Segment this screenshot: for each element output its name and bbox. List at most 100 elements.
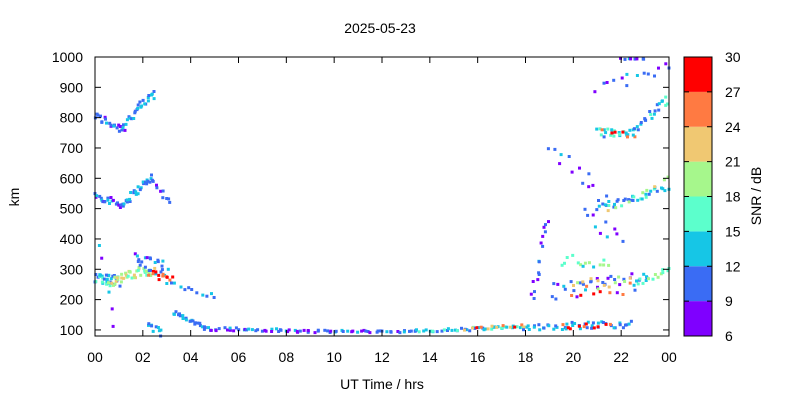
plot-frame <box>94 56 670 337</box>
data-point <box>605 81 609 84</box>
data-point <box>161 274 165 278</box>
chart-title: 2025-05-23 <box>344 20 416 36</box>
data-point <box>111 274 115 278</box>
data-point <box>661 271 665 275</box>
data-point <box>160 268 164 272</box>
data-point <box>631 199 635 202</box>
data-point <box>145 182 149 186</box>
data-point <box>351 329 355 333</box>
data-point <box>627 322 631 326</box>
data-point <box>589 279 593 283</box>
x-tick-label: 02 <box>135 349 151 365</box>
data-point <box>597 204 601 208</box>
data-point <box>513 325 517 329</box>
data-point <box>431 329 435 333</box>
data-point <box>664 95 668 99</box>
data-point <box>286 330 290 334</box>
data-point <box>96 275 100 279</box>
data-point <box>508 325 512 329</box>
data-point <box>159 328 163 332</box>
data-point <box>100 280 104 284</box>
data-point <box>217 327 221 331</box>
data-point <box>486 327 490 331</box>
data-point <box>641 57 645 61</box>
data-point <box>605 235 609 239</box>
y-tick-label: 600 <box>60 170 84 186</box>
data-point <box>602 81 606 85</box>
data-point <box>597 199 600 202</box>
data-point <box>543 230 547 234</box>
x-tick-label: 08 <box>279 349 295 365</box>
data-point <box>477 326 481 330</box>
data-point <box>595 127 599 131</box>
data-point <box>137 258 141 262</box>
data-point <box>279 328 283 332</box>
y-axis-label: km <box>6 188 22 207</box>
data-point <box>661 187 665 191</box>
data-point <box>145 273 149 277</box>
data-point <box>626 135 629 139</box>
data-point <box>539 241 543 245</box>
data-point <box>639 122 643 126</box>
data-point <box>623 197 627 201</box>
data-point <box>144 269 148 273</box>
data-point <box>207 326 210 330</box>
data-point <box>115 126 119 130</box>
data-point <box>132 191 136 195</box>
data-point <box>154 325 158 329</box>
data-point <box>130 276 134 280</box>
data-point <box>157 273 161 277</box>
data-point <box>500 326 504 330</box>
data-point <box>124 122 128 126</box>
data-point <box>644 279 648 282</box>
colorbar-tick-label: 21 <box>725 154 741 170</box>
data-point <box>636 198 640 202</box>
data-point <box>198 324 202 328</box>
data-point <box>587 172 591 176</box>
data-point <box>591 321 595 325</box>
data-point <box>313 331 317 335</box>
data-point <box>191 319 195 323</box>
data-point <box>105 280 109 284</box>
data-point <box>584 288 587 292</box>
data-point <box>635 57 639 61</box>
x-axis-label: UT Time / hrs <box>340 376 424 392</box>
colorbar-tick-label: 15 <box>725 223 741 239</box>
data-point <box>151 272 155 276</box>
colorbar-label: SNR / dB <box>748 167 764 225</box>
data-point <box>97 244 101 247</box>
data-point <box>150 92 154 96</box>
data-point <box>560 263 564 267</box>
data-point <box>616 198 620 202</box>
data-point <box>558 162 562 166</box>
data-point <box>484 327 487 331</box>
data-point <box>623 280 627 283</box>
x-tick-label: 12 <box>374 349 390 365</box>
data-point <box>633 57 637 61</box>
data-point <box>652 112 656 116</box>
data-point <box>237 328 241 332</box>
data-point <box>613 227 617 231</box>
data-point <box>159 189 163 193</box>
data-point <box>442 328 446 332</box>
data-point <box>520 323 524 327</box>
data-point <box>563 261 566 265</box>
data-point <box>109 123 113 127</box>
data-point <box>627 200 631 204</box>
data-point <box>612 205 616 209</box>
data-point <box>567 155 571 158</box>
data-point <box>260 329 264 333</box>
data-point <box>657 108 661 112</box>
data-point <box>145 256 149 260</box>
data-point <box>595 277 599 280</box>
data-point <box>298 329 302 333</box>
data-point <box>547 220 550 224</box>
data-point <box>168 278 172 282</box>
data-point <box>356 330 360 334</box>
data-point <box>115 276 119 280</box>
data-point <box>154 272 158 276</box>
data-point <box>346 329 350 333</box>
data-point <box>596 325 600 329</box>
data-point <box>660 99 664 103</box>
